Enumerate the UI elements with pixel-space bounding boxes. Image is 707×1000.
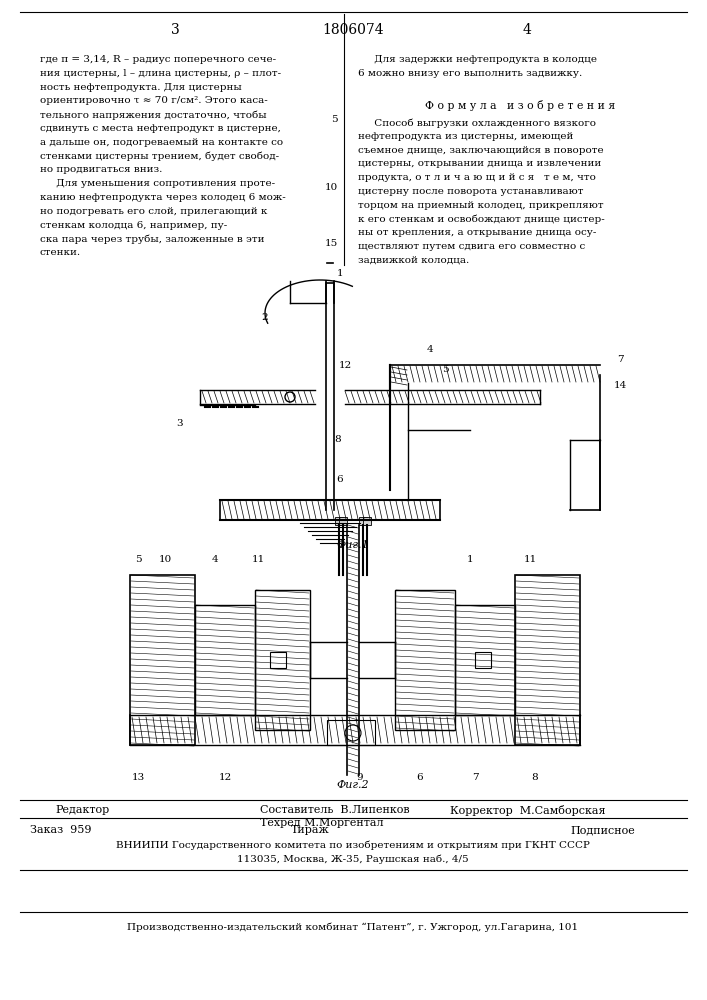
Text: Для задержки нефтепродукта в колодце: Для задержки нефтепродукта в колодце <box>358 55 597 64</box>
Text: 11: 11 <box>252 556 264 564</box>
Bar <box>515 575 580 745</box>
Text: но подогревать его слой, прилегающий к: но подогревать его слой, прилегающий к <box>40 207 267 216</box>
Text: 3: 3 <box>170 23 180 37</box>
Bar <box>339 517 347 525</box>
Text: ска пара через трубы, заложенные в эти: ска пара через трубы, заложенные в эти <box>40 234 264 244</box>
Text: 1: 1 <box>337 268 344 277</box>
Text: задвижкой колодца.: задвижкой колодца. <box>358 256 469 265</box>
Text: 10: 10 <box>325 184 338 192</box>
Text: 2: 2 <box>262 314 269 322</box>
Text: к его стенкам и освобождают днище цистер-: к его стенкам и освобождают днище цистер… <box>358 215 604 224</box>
Text: Тираж: Тираж <box>291 825 329 835</box>
Text: 7: 7 <box>472 772 479 782</box>
Bar <box>363 517 371 525</box>
Text: 12: 12 <box>218 772 232 782</box>
Text: 15: 15 <box>325 239 338 248</box>
Text: нефтепродукта из цистерны, имеющей: нефтепродукта из цистерны, имеющей <box>358 132 573 141</box>
Text: Фиг.1: Фиг.1 <box>337 540 369 550</box>
Text: стенки.: стенки. <box>40 248 81 257</box>
Text: ния цистерны, l – длина цистерны, ρ – плот-: ния цистерны, l – длина цистерны, ρ – пл… <box>40 69 281 78</box>
Text: ществляют путем сдвига его совместно с: ществляют путем сдвига его совместно с <box>358 242 585 251</box>
Text: сдвинуть с места нефтепродукт в цистерне,: сдвинуть с места нефтепродукт в цистерне… <box>40 124 281 133</box>
Text: 13: 13 <box>132 772 145 782</box>
Text: 6: 6 <box>416 772 423 782</box>
Text: а дальше он, подогреваемый на контакте со: а дальше он, подогреваемый на контакте с… <box>40 138 283 147</box>
Text: 1806074: 1806074 <box>322 23 384 37</box>
Text: 9: 9 <box>357 772 363 782</box>
Text: 3: 3 <box>177 420 183 428</box>
Text: Составитель  В.Липенков: Составитель В.Липенков <box>260 805 409 815</box>
Text: 6 можно внизу его выполнить задвижку.: 6 можно внизу его выполнить задвижку. <box>358 69 583 78</box>
Text: Способ выгрузки охлажденного вязкого: Способ выгрузки охлажденного вязкого <box>358 118 596 127</box>
Text: ность нефтепродукта. Для цистерны: ность нефтепродукта. Для цистерны <box>40 83 242 92</box>
Bar <box>130 575 195 745</box>
Text: 5: 5 <box>442 365 448 374</box>
Bar <box>255 590 310 730</box>
Text: съемное днище, заключающийся в повороте: съемное днище, заключающийся в повороте <box>358 146 604 155</box>
Text: стенкам колодца 6, например, пу-: стенкам колодца 6, например, пу- <box>40 221 227 230</box>
Bar <box>395 590 455 730</box>
Text: торцом на приемный колодец, прикрепляют: торцом на приемный колодец, прикрепляют <box>358 201 604 210</box>
Bar <box>270 652 286 668</box>
Text: ны от крепления, а открывание днища осу-: ны от крепления, а открывание днища осу- <box>358 228 597 237</box>
Text: канию нефтепродукта через колодец 6 мож-: канию нефтепродукта через колодец 6 мож- <box>40 193 286 202</box>
Text: 8: 8 <box>532 772 538 782</box>
Text: 113035, Москва, Ж-35, Раушская наб., 4/5: 113035, Москва, Ж-35, Раушская наб., 4/5 <box>237 854 469 863</box>
Text: Редактор: Редактор <box>55 805 110 815</box>
Text: ориентировочно τ ≈ 70 г/см². Этого каса-: ориентировочно τ ≈ 70 г/см². Этого каса- <box>40 96 268 105</box>
Text: 1: 1 <box>467 556 473 564</box>
Text: 4: 4 <box>522 23 532 37</box>
Text: тельного напряжения достаточно, чтобы: тельного напряжения достаточно, чтобы <box>40 110 267 120</box>
Text: 7: 7 <box>617 356 624 364</box>
Text: стенками цистерны трением, будет свобод-: стенками цистерны трением, будет свобод- <box>40 152 279 161</box>
Text: 12: 12 <box>339 360 351 369</box>
Bar <box>335 517 343 525</box>
Bar <box>475 652 491 668</box>
Bar <box>195 605 255 715</box>
Bar <box>455 605 515 715</box>
Text: 10: 10 <box>158 556 172 564</box>
Text: цистерну после поворота устанавливают: цистерну после поворота устанавливают <box>358 187 583 196</box>
Text: где π = 3,14, R – радиус поперечного сече-: где π = 3,14, R – радиус поперечного сеч… <box>40 55 276 64</box>
Text: 14: 14 <box>614 380 626 389</box>
Text: ВНИИПИ Государственного комитета по изобретениям и открытиям при ГКНТ СССР: ВНИИПИ Государственного комитета по изоб… <box>116 840 590 850</box>
Text: 5: 5 <box>332 114 338 123</box>
Bar <box>359 517 367 525</box>
Text: 6: 6 <box>337 476 344 485</box>
Text: Подписное: Подписное <box>570 825 635 835</box>
Text: Для уменьшения сопротивления проте-: Для уменьшения сопротивления проте- <box>40 179 275 188</box>
Bar <box>327 720 375 745</box>
Text: Техред М.Моргентал: Техред М.Моргентал <box>260 818 383 828</box>
Circle shape <box>345 725 361 741</box>
Text: 11: 11 <box>523 556 537 564</box>
Text: Корректор  М.Самборская: Корректор М.Самборская <box>450 805 605 816</box>
Text: 8: 8 <box>334 436 341 444</box>
Text: 5: 5 <box>135 556 141 564</box>
Text: 4: 4 <box>211 556 218 564</box>
Text: Фиг.2: Фиг.2 <box>337 780 369 790</box>
Text: но продвигаться вниз.: но продвигаться вниз. <box>40 165 163 174</box>
Text: цистерны, открывании днища и извлечении: цистерны, открывании днища и извлечении <box>358 159 601 168</box>
Text: 4: 4 <box>427 346 433 355</box>
Text: Производственно-издательский комбинат “Патент”, г. Ужгород, ул.Гагарина, 101: Производственно-издательский комбинат “П… <box>127 922 578 932</box>
Text: продукта, о т л и ч а ю щ и й с я   т е м, что: продукта, о т л и ч а ю щ и й с я т е м,… <box>358 173 596 182</box>
Text: Заказ  959: Заказ 959 <box>30 825 91 835</box>
Text: Ф о р м у л а   и з о б р е т е н и я: Ф о р м у л а и з о б р е т е н и я <box>425 100 615 111</box>
